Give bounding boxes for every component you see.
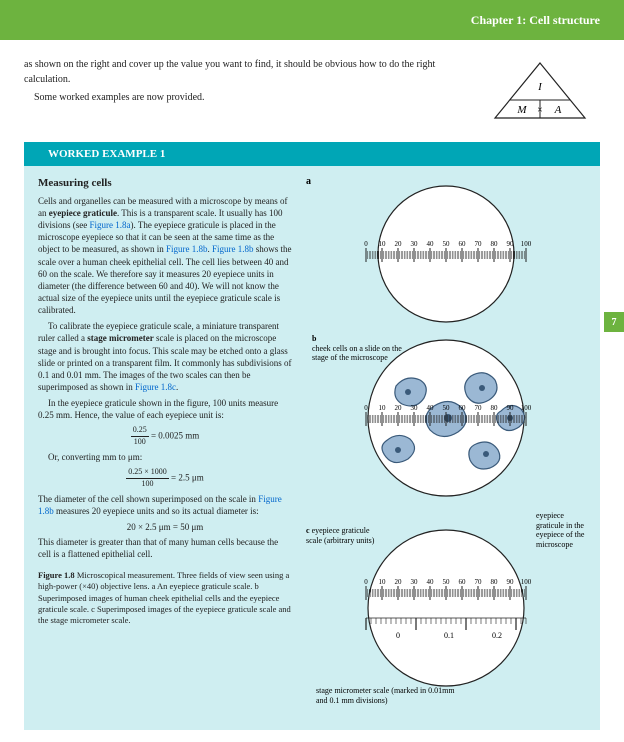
svg-text:0: 0 [364,404,368,412]
worked-left-column: Measuring cells Cells and organelles can… [38,176,292,716]
intro-p1: as shown on the right and cover up the v… [24,58,460,87]
intro-row: as shown on the right and cover up the v… [0,40,624,136]
worked-p2: To calibrate the eyepiece graticule scal… [38,320,292,393]
svg-text:20: 20 [395,404,403,412]
page-number-tab: 7 [604,312,624,332]
triangle-top: I [537,81,543,93]
fig-c-right-label: eyepiece graticule in the eyepiece of th… [536,511,591,549]
svg-text:100: 100 [521,240,532,248]
equation-3: 20 × 2.5 μm = 50 μm [38,521,292,533]
chapter-title: Chapter 1: Cell structure [471,13,600,28]
svg-text:80: 80 [491,404,499,412]
svg-text:50: 50 [443,404,451,412]
svg-text:60: 60 [459,240,467,248]
svg-text:70: 70 [475,240,483,248]
svg-text:0: 0 [364,578,368,586]
chapter-header-bar: Chapter 1: Cell structure [0,0,624,40]
svg-text:80: 80 [491,240,499,248]
fig-b-note: bcheek cells on a slide on the stage of … [312,334,412,363]
svg-text:70: 70 [475,578,483,586]
svg-text:50: 50 [443,240,451,248]
svg-text:60: 60 [459,404,467,412]
fig-label-a: a [306,176,311,187]
svg-text:10: 10 [379,240,387,248]
equation-1: 0.25100 = 0.0025 mm [38,425,292,448]
worked-p5: The diameter of the cell shown superimpo… [38,493,292,517]
svg-text:90: 90 [507,578,515,586]
worked-right-column: a 0102030405060708090100 [306,176,586,716]
worked-p6: This diameter is greater than that of ma… [38,536,292,560]
svg-text:70: 70 [475,404,483,412]
svg-text:100: 100 [521,578,532,586]
svg-text:20: 20 [395,240,403,248]
svg-text:10: 10 [379,578,387,586]
triangle-mid: × [537,105,543,116]
fig-c-left-label: c eyepiece graticule scale (arbitrary un… [306,526,376,545]
svg-text:40: 40 [427,404,435,412]
svg-text:30: 30 [411,404,419,412]
figure-caption: Figure 1.8 Microscopical measurement. Th… [38,570,292,625]
svg-text:60: 60 [459,578,467,586]
worked-example-header: WORKED EXAMPLE 1 [24,142,600,166]
worked-subtitle: Measuring cells [38,176,292,191]
figure-1-8: 0102030405060708090100 [306,176,586,716]
svg-text:90: 90 [507,404,515,412]
svg-text:20: 20 [395,578,403,586]
svg-text:80: 80 [491,578,499,586]
worked-p1: Cells and organelles can be measured wit… [38,195,292,316]
fig-c-bottom-label: stage micrometer scale (marked in 0.01mm… [316,686,466,705]
svg-text:30: 30 [411,240,419,248]
triangle-left: M [516,104,527,116]
svg-text:50: 50 [443,578,451,586]
svg-text:10: 10 [379,404,387,412]
intro-text: as shown on the right and cover up the v… [24,58,460,128]
worked-p4: Or, converting mm to μm: [38,451,292,463]
svg-text:100: 100 [521,404,532,412]
intro-p2: Some worked examples are now provided. [24,91,460,106]
worked-example-body: Measuring cells Cells and organelles can… [24,166,600,730]
equation-2: 0.25 × 1000100 = 2.5 μm [38,467,292,490]
svg-text:0: 0 [364,240,368,248]
svg-text:30: 30 [411,578,419,586]
svg-text:0.1: 0.1 [444,631,454,640]
svg-text:0: 0 [396,631,400,640]
svg-text:0.2: 0.2 [492,631,502,640]
formula-triangle: I M × A [480,58,600,128]
worked-p3: In the eyepiece graticule shown in the f… [38,397,292,421]
svg-text:90: 90 [507,240,515,248]
svg-text:40: 40 [427,240,435,248]
triangle-right: A [554,104,562,116]
svg-text:40: 40 [427,578,435,586]
